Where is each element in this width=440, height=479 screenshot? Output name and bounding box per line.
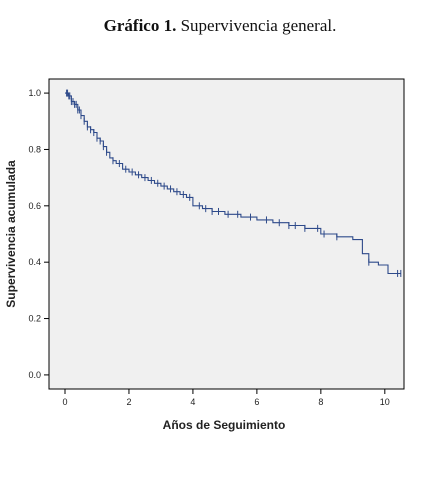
- x-tick-label: 6: [254, 397, 259, 407]
- y-tick-label: 1.0: [28, 88, 41, 98]
- y-tick-label: 0.0: [28, 370, 41, 380]
- survival-curve: [65, 92, 401, 275]
- x-tick-label: 2: [126, 397, 131, 407]
- x-tick-label: 0: [62, 397, 67, 407]
- y-tick-label: 0.2: [28, 314, 41, 324]
- x-tick-label: 10: [380, 397, 390, 407]
- x-tick-label: 8: [318, 397, 323, 407]
- figure-number: Gráfico 1.: [103, 16, 177, 35]
- y-tick-label: 0.4: [28, 257, 41, 267]
- x-axis: 0 2 4 6 8 10: [62, 389, 390, 407]
- figure-caption: Gráfico 1. Supervivencia general.: [0, 16, 440, 36]
- y-tick-label: 0.6: [28, 201, 41, 211]
- y-axis-title: Supervivencia acumulada: [4, 160, 18, 308]
- figure-caption-text: Supervivencia general.: [180, 16, 337, 35]
- x-axis-title: Años de Seguimiento: [163, 418, 286, 432]
- plot-area: [48, 78, 405, 390]
- x-tick-label: 4: [190, 397, 195, 407]
- censor-marks: [66, 89, 402, 277]
- y-tick-label: 0.8: [28, 144, 41, 154]
- y-axis: 0.0 0.2 0.4 0.6 0.8 1.0: [28, 88, 49, 380]
